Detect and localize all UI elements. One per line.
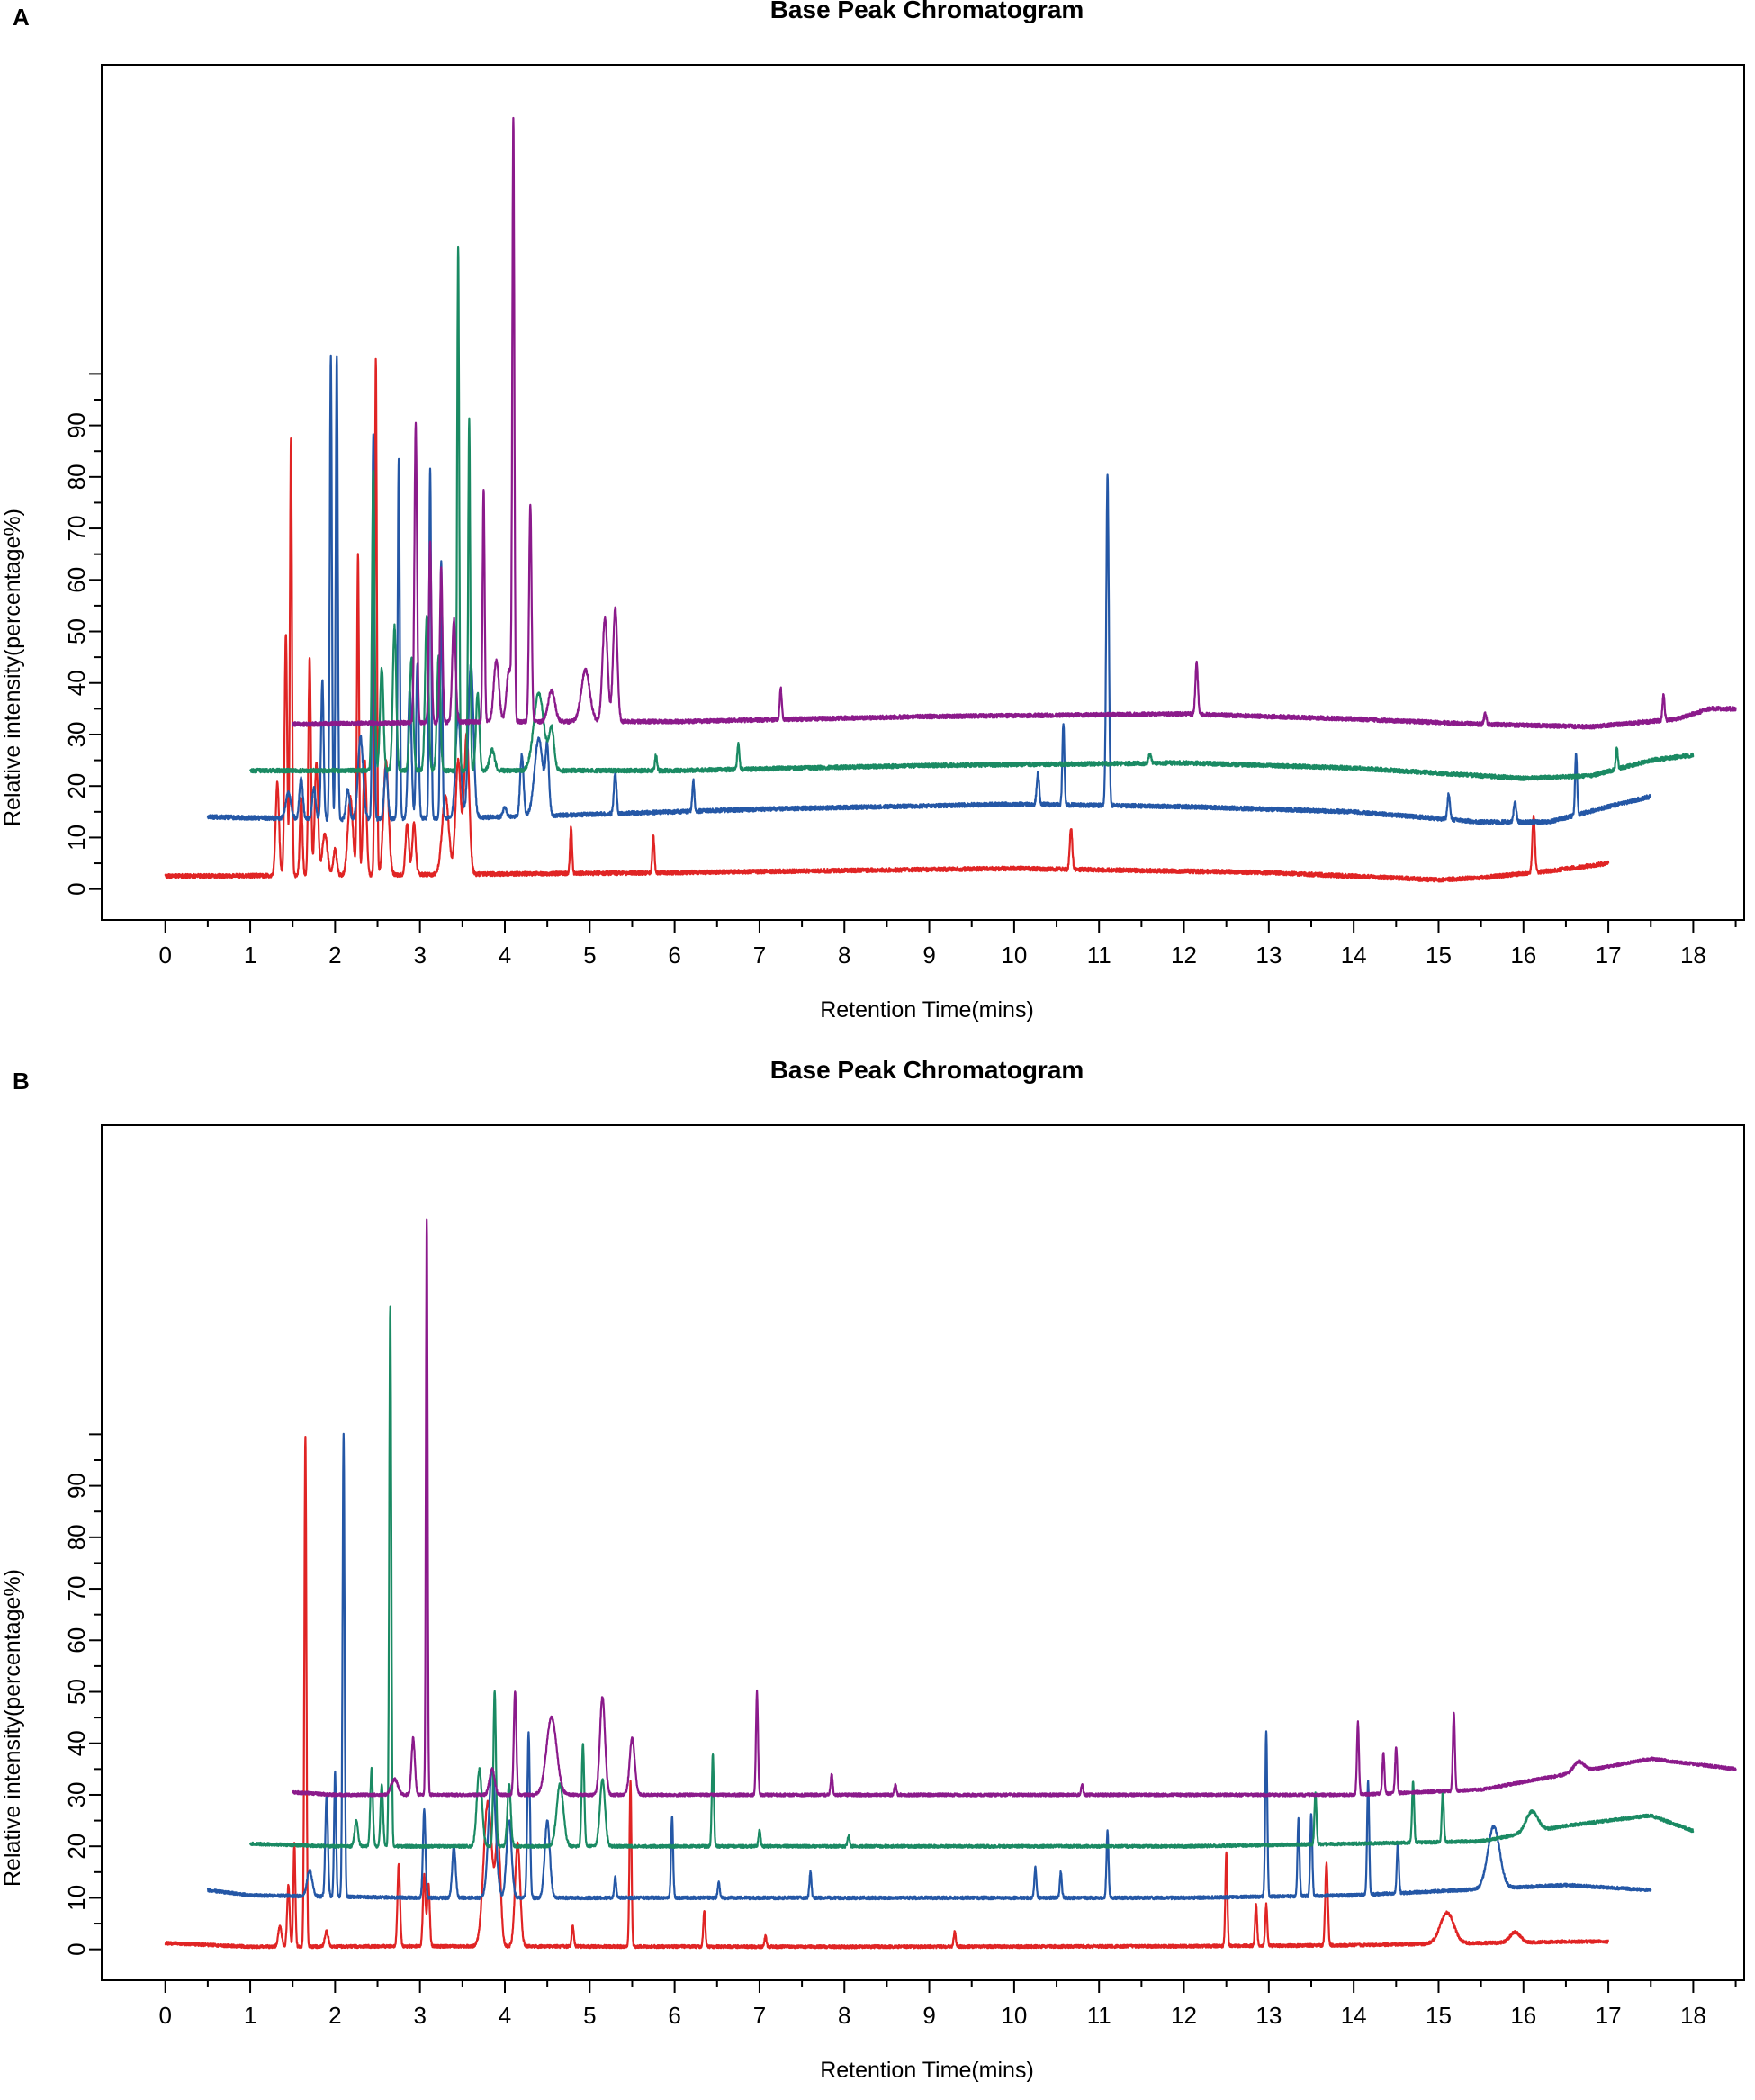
plot-frame: [101, 64, 1745, 921]
x-tick-label: 11: [1087, 2002, 1112, 2029]
y-tick-label: 30: [63, 722, 90, 748]
x-tick-label: 1: [244, 2002, 256, 2029]
x-tick-label: 2: [328, 942, 341, 969]
y-tick-label: 50: [63, 1679, 90, 1705]
series-line-trace-1: [164, 1436, 1610, 1950]
series-line-trace-2: [206, 1432, 1652, 1901]
x-tick-label: 10: [1001, 2002, 1027, 2029]
y-tick-label: 20: [63, 1834, 90, 1860]
y-tick-label: 70: [63, 1576, 90, 1602]
y-tick-label: 90: [63, 412, 90, 438]
x-tick-label: 8: [838, 942, 850, 969]
x-tick-label: 14: [1341, 942, 1367, 969]
x-tick-label: 2: [328, 2002, 341, 2029]
panel-label-a: A: [13, 4, 30, 31]
y-tick-label: 10: [63, 1885, 90, 1911]
x-tick-label: 7: [753, 2002, 766, 2029]
x-tick-label: 18: [1680, 2002, 1706, 2029]
y-tick-label: 0: [63, 1942, 90, 1955]
x-tick-label: 15: [1426, 2002, 1452, 2029]
x-tick-label: 9: [922, 942, 935, 969]
x-tick-label: 3: [413, 942, 426, 969]
y-tick-label: 90: [63, 1473, 90, 1499]
panel-b: B Base Peak Chromatogram 0 1 2 3 4 5 6 7 8 9 10 11 12…: [0, 1050, 1755, 2100]
x-tick-label: 12: [1171, 2002, 1197, 2029]
y-axis-label: Relative intensity(percentage%): [0, 509, 25, 826]
x-tick-label: 18: [1680, 942, 1706, 969]
plot-frame: [101, 1124, 1745, 1981]
series-line-trace-3: [249, 1305, 1695, 1849]
y-tick-label: 30: [63, 1782, 90, 1808]
chart-title: Base Peak Chromatogram: [770, 1056, 1084, 1084]
x-tick-label: 4: [499, 942, 511, 969]
x-tick-label: 15: [1426, 942, 1452, 969]
y-tick-label: 40: [63, 1730, 90, 1756]
x-tick-label: 6: [668, 2002, 680, 2029]
x-axis-label: Retention Time(mins): [820, 2058, 1034, 2083]
x-axis-label: Retention Time(mins): [820, 997, 1034, 1023]
x-tick-label: 9: [922, 2002, 935, 2029]
x-tick-label: 11: [1087, 942, 1112, 969]
y-tick-label: 80: [63, 1524, 90, 1550]
x-tick-label: 13: [1256, 2002, 1282, 2029]
x-tick-label: 12: [1171, 942, 1197, 969]
y-tick-label: 50: [63, 618, 90, 644]
x-tick-label: 17: [1596, 942, 1622, 969]
y-tick-label: 60: [63, 567, 90, 593]
series-line-trace-2: [206, 354, 1652, 825]
x-tick-label: 8: [838, 2002, 850, 2029]
series-line-trace-4: [292, 116, 1737, 730]
y-tick-label: 20: [63, 773, 90, 799]
y-axis-label: Relative intensity(percentage%): [0, 1569, 25, 1887]
x-tick-label: 14: [1341, 2002, 1367, 2029]
chart-title: Base Peak Chromatogram: [770, 0, 1084, 23]
x-tick-label: 16: [1510, 942, 1536, 969]
y-tick-label: 0: [63, 882, 90, 895]
y-tick-label: 60: [63, 1627, 90, 1654]
x-tick-label: 0: [159, 2002, 172, 2029]
y-tick-label: 80: [63, 464, 90, 490]
y-tick-label: 70: [63, 516, 90, 542]
x-tick-label: 10: [1001, 942, 1027, 969]
series-line-trace-1: [164, 357, 1610, 883]
series-line-trace-4: [292, 1218, 1737, 1798]
y-tick-label: 40: [63, 670, 90, 696]
x-tick-label: 17: [1596, 2002, 1622, 2029]
x-tick-label: 16: [1510, 2002, 1536, 2029]
panel-label-b: B: [13, 1068, 30, 1095]
x-tick-label: 5: [583, 2002, 596, 2029]
x-tick-label: 7: [753, 942, 766, 969]
x-tick-label: 0: [159, 942, 172, 969]
x-tick-label: 4: [499, 2002, 511, 2029]
y-tick-label: 10: [63, 825, 90, 851]
panel-a: A Base Peak Chromatogram 0 1 2 3 4 5 6 7 8 9 10 11 12…: [0, 0, 1745, 1023]
x-tick-label: 6: [668, 942, 680, 969]
series-line-trace-3: [249, 245, 1695, 781]
x-tick-label: 1: [244, 942, 256, 969]
x-tick-label: 5: [583, 942, 596, 969]
x-tick-label: 13: [1256, 942, 1282, 969]
x-tick-label: 3: [413, 2002, 426, 2029]
